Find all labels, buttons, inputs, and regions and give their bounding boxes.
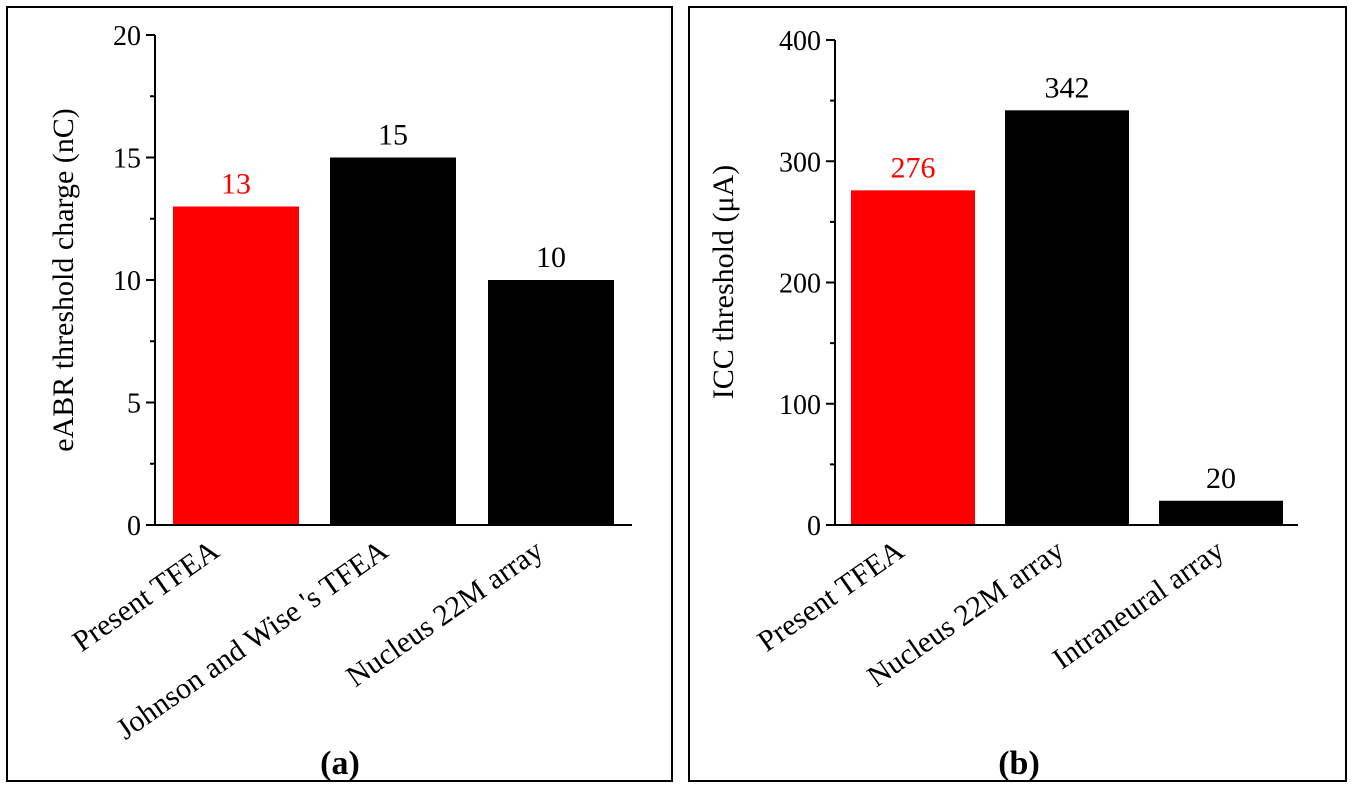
panel-a-y-tick-label: 20 xyxy=(113,21,141,52)
panel-a-y-tick-label: 0 xyxy=(127,511,141,542)
panel-b-y-axis-title: ICC threshold (μA) xyxy=(707,165,740,399)
panel-a-y-tick-label: 10 xyxy=(113,266,141,297)
panel-a-y-axis-title: eABR threshold charge (nC) xyxy=(47,108,80,452)
panel-a-category-label: Present TFEA xyxy=(67,534,226,659)
panel-a-bar xyxy=(173,206,299,525)
panel-b-data-label: 20 xyxy=(1206,462,1236,495)
panel-b-y-ticks: 0 100 200 300 400 xyxy=(779,26,835,542)
panel-b-data-label: 342 xyxy=(1045,71,1090,104)
panel-a-data-label: 13 xyxy=(221,168,251,201)
panel-a-category-label: Johnson and Wise 's TFEA xyxy=(110,534,394,747)
panel-a-data-label: 10 xyxy=(536,241,566,274)
panel-b-y-tick-label: 400 xyxy=(779,26,821,57)
panel-a-data-label: 15 xyxy=(378,119,408,152)
panel-a-frame xyxy=(6,6,673,782)
panel-b-y-tick-label: 0 xyxy=(807,511,821,542)
panel-a-bar xyxy=(488,280,614,525)
panel-a-label: (a) xyxy=(320,745,360,782)
panel-b-bar xyxy=(1159,500,1283,525)
panel-a: 13 15 10 0 5 10 15 20 eABR threshold charge (n… xyxy=(6,6,673,782)
panel-b-category-label: Present TFEA xyxy=(752,534,911,659)
panel-a-data-labels: 13 15 10 xyxy=(221,119,566,275)
panel-b-y-tick-label: 200 xyxy=(779,269,821,300)
panel-b-data-labels: 276 342 20 xyxy=(891,71,1237,494)
panel-b-category-label: Intraneural array xyxy=(1047,534,1230,676)
panel-a-y-ticks: 0 5 10 15 20 xyxy=(113,21,155,542)
panel-a-bar xyxy=(330,157,456,525)
panel-b-y-tick-label: 100 xyxy=(779,390,821,421)
panel-b-bar xyxy=(851,190,975,525)
panel-a-y-tick-label: 5 xyxy=(127,389,141,420)
panel-b-y-tick-label: 300 xyxy=(779,147,821,178)
panel-a-y-tick-label: 15 xyxy=(113,144,141,175)
panel-b-frame xyxy=(688,6,1347,782)
panel-b-bars xyxy=(851,110,1283,525)
panel-b-data-label: 276 xyxy=(891,151,936,184)
panel-b-label: (b) xyxy=(998,745,1040,782)
panel-b: 276 342 20 0 100 200 300 400 ICC threshold (μA… xyxy=(688,6,1347,782)
panel-a-bars xyxy=(173,157,614,525)
panel-b-bar xyxy=(1005,110,1129,525)
